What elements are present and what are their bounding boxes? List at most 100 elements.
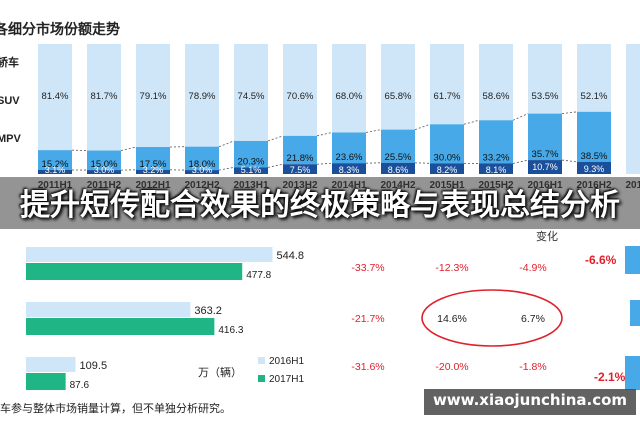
bar-suv: [479, 120, 513, 164]
mpv-trend-line: [218, 166, 235, 171]
label-suv: 15.2%: [42, 159, 69, 170]
label-sedan: 74.5%: [238, 91, 265, 102]
row-label-suv: SUV: [0, 95, 20, 107]
side-value-2: -2.1%: [594, 370, 626, 384]
growth-value: -20.0%: [435, 361, 468, 373]
label-sedan: 53.5%: [532, 91, 559, 102]
bar-sedan: [332, 44, 366, 133]
stacked-bars: [38, 44, 640, 174]
suv-trend-line: [561, 111, 578, 115]
banner-overlay: [0, 177, 640, 229]
label-mpv: 10.7%: [532, 162, 558, 172]
mpv-trend-line: [267, 163, 284, 168]
label-mpv: 3.0%: [94, 165, 115, 175]
mpv-trend-line: [512, 159, 529, 164]
label-mpv: 9.3%: [584, 164, 605, 174]
label-suv: 23.6%: [336, 152, 363, 163]
label-suv: 38.5%: [581, 151, 608, 162]
legend-2016: 2016H1: [269, 356, 304, 367]
legend-unit: 万（辆）: [198, 365, 242, 379]
side-bar-2: [630, 300, 640, 326]
suv-trend-line: [414, 123, 431, 131]
bar-2016h1: [26, 247, 273, 262]
value-2017h1: 477.8: [246, 270, 271, 281]
side-bar-1: [625, 246, 640, 274]
growth-value: 14.6%: [437, 313, 467, 325]
bar-2017h1: [26, 318, 215, 335]
bar-sedan: [136, 44, 170, 148]
side-bar-3: [625, 356, 640, 390]
suv-trend-line: [120, 146, 137, 151]
label-mpv: 3.1%: [45, 165, 66, 175]
bar-partial: [626, 44, 640, 174]
banner-title: 提升短传配合效果的终极策略与表现总结分析: [20, 188, 620, 223]
growth-value: -33.7%: [351, 262, 384, 274]
label-sedan: 61.7%: [434, 91, 461, 102]
bar-suv: [332, 132, 366, 164]
bar-mpv: [185, 170, 219, 174]
label-mpv: 3.0%: [192, 165, 213, 175]
growth-value: -12.3%: [435, 262, 468, 274]
label-suv: 35.7%: [532, 149, 559, 160]
legend-2017: 2017H1: [269, 374, 304, 385]
bar-mpv: [87, 170, 121, 174]
label-sedan: 81.4%: [42, 91, 69, 102]
mpv-trend-line: [316, 162, 333, 165]
bar-sedan: [283, 44, 317, 136]
label-sedan: 70.6%: [287, 91, 314, 102]
footnote: 车参与整体市场销量计算，但不单独分析研究。: [0, 403, 231, 415]
growth-value: -31.6%: [351, 361, 384, 373]
label-suv: 30.0%: [434, 152, 461, 163]
bar-suv: [381, 129, 415, 163]
bar-sedan: [381, 44, 415, 130]
mpv-trend-line: [561, 159, 578, 163]
legend-swatch-2016: [258, 357, 265, 364]
bar-suv: [38, 150, 72, 170]
bar-sedan: [234, 44, 268, 141]
bar-mpv: [332, 163, 366, 174]
label-mpv: 8.1%: [486, 165, 507, 175]
suv-trend-line: [218, 140, 235, 148]
bar-mpv: [430, 163, 464, 174]
label-mpv: 5.1%: [241, 165, 262, 175]
row-label-sedan: 轿车: [0, 55, 19, 69]
label-suv: 33.2%: [483, 152, 510, 163]
label-mpv: 7.5%: [290, 165, 311, 175]
suv-trend-line: [316, 132, 333, 137]
volume-labels: 544.8 477.8 363.2 416.3 109.5 87.6: [70, 250, 304, 391]
mpv-trend-line: [414, 162, 431, 164]
label-sedan: 58.6%: [483, 91, 510, 102]
bar-suv: [430, 124, 464, 164]
growth-value: 6.7%: [521, 313, 545, 325]
value-2016h1: 363.2: [194, 305, 222, 317]
bar-2017h1: [26, 263, 243, 280]
suv-trend-line: [267, 135, 284, 142]
trend-lines: [71, 111, 578, 171]
volume-bars: [26, 247, 273, 390]
row-label-mpv: MPV: [0, 133, 22, 145]
label-sedan: 79.1%: [140, 91, 167, 102]
bar-2016h1: [26, 357, 76, 372]
label-sedan: 68.0%: [336, 91, 363, 102]
chart-title: 各细分市场份额走势: [0, 21, 120, 37]
bar-sedan: [38, 44, 72, 151]
label-suv: 25.5%: [385, 152, 412, 163]
label-mpv: 8.3%: [339, 165, 360, 175]
growth-value: -21.7%: [351, 313, 384, 325]
label-mpv: 8.6%: [388, 165, 409, 175]
growth-value: -4.9%: [519, 262, 546, 274]
bar-mpv: [577, 161, 611, 174]
bar-mpv: [479, 163, 513, 174]
bar-suv: [577, 111, 611, 162]
bar-mpv: [381, 162, 415, 174]
label-suv: 17.5%: [140, 159, 167, 170]
growth-value: -1.8%: [519, 361, 546, 373]
bar-mpv: [283, 164, 317, 174]
bar-suv: [87, 150, 121, 171]
bar-suv: [283, 135, 317, 165]
suv-trend-line: [463, 119, 480, 125]
bar-mpv: [38, 169, 72, 174]
legend: 万（辆） 2016H1 2017H1: [198, 356, 304, 385]
value-2016h1: 544.8: [277, 250, 305, 262]
bar-2016h1: [26, 302, 191, 317]
